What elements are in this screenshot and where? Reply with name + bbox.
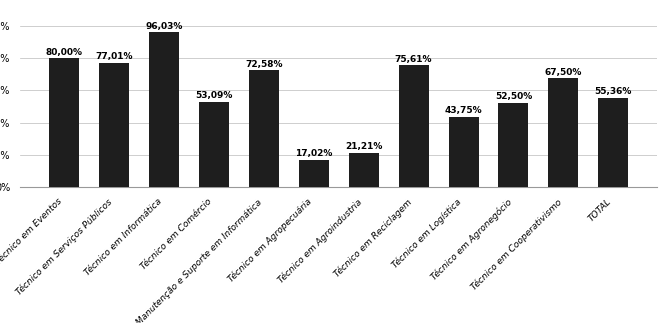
Bar <box>149 32 179 187</box>
Text: 53,09%: 53,09% <box>195 91 232 100</box>
Text: 17,02%: 17,02% <box>295 149 333 158</box>
Text: 96,03%: 96,03% <box>145 22 183 31</box>
Text: 72,58%: 72,58% <box>245 59 282 68</box>
Text: 52,50%: 52,50% <box>495 92 532 101</box>
Text: 21,21%: 21,21% <box>345 142 382 151</box>
Text: 43,75%: 43,75% <box>445 106 482 115</box>
Bar <box>449 117 479 187</box>
Bar <box>349 153 378 187</box>
Text: 67,50%: 67,50% <box>544 68 582 77</box>
Text: 77,01%: 77,01% <box>95 52 133 61</box>
Bar <box>598 98 628 187</box>
Text: 75,61%: 75,61% <box>395 55 432 64</box>
Bar <box>398 65 428 187</box>
Bar <box>499 103 529 187</box>
Text: 80,00%: 80,00% <box>45 47 82 57</box>
Bar <box>49 58 79 187</box>
Bar <box>199 102 228 187</box>
Bar <box>299 160 329 187</box>
Bar <box>548 78 578 187</box>
Bar <box>249 70 279 187</box>
Bar <box>99 63 129 187</box>
Text: 55,36%: 55,36% <box>595 87 632 96</box>
